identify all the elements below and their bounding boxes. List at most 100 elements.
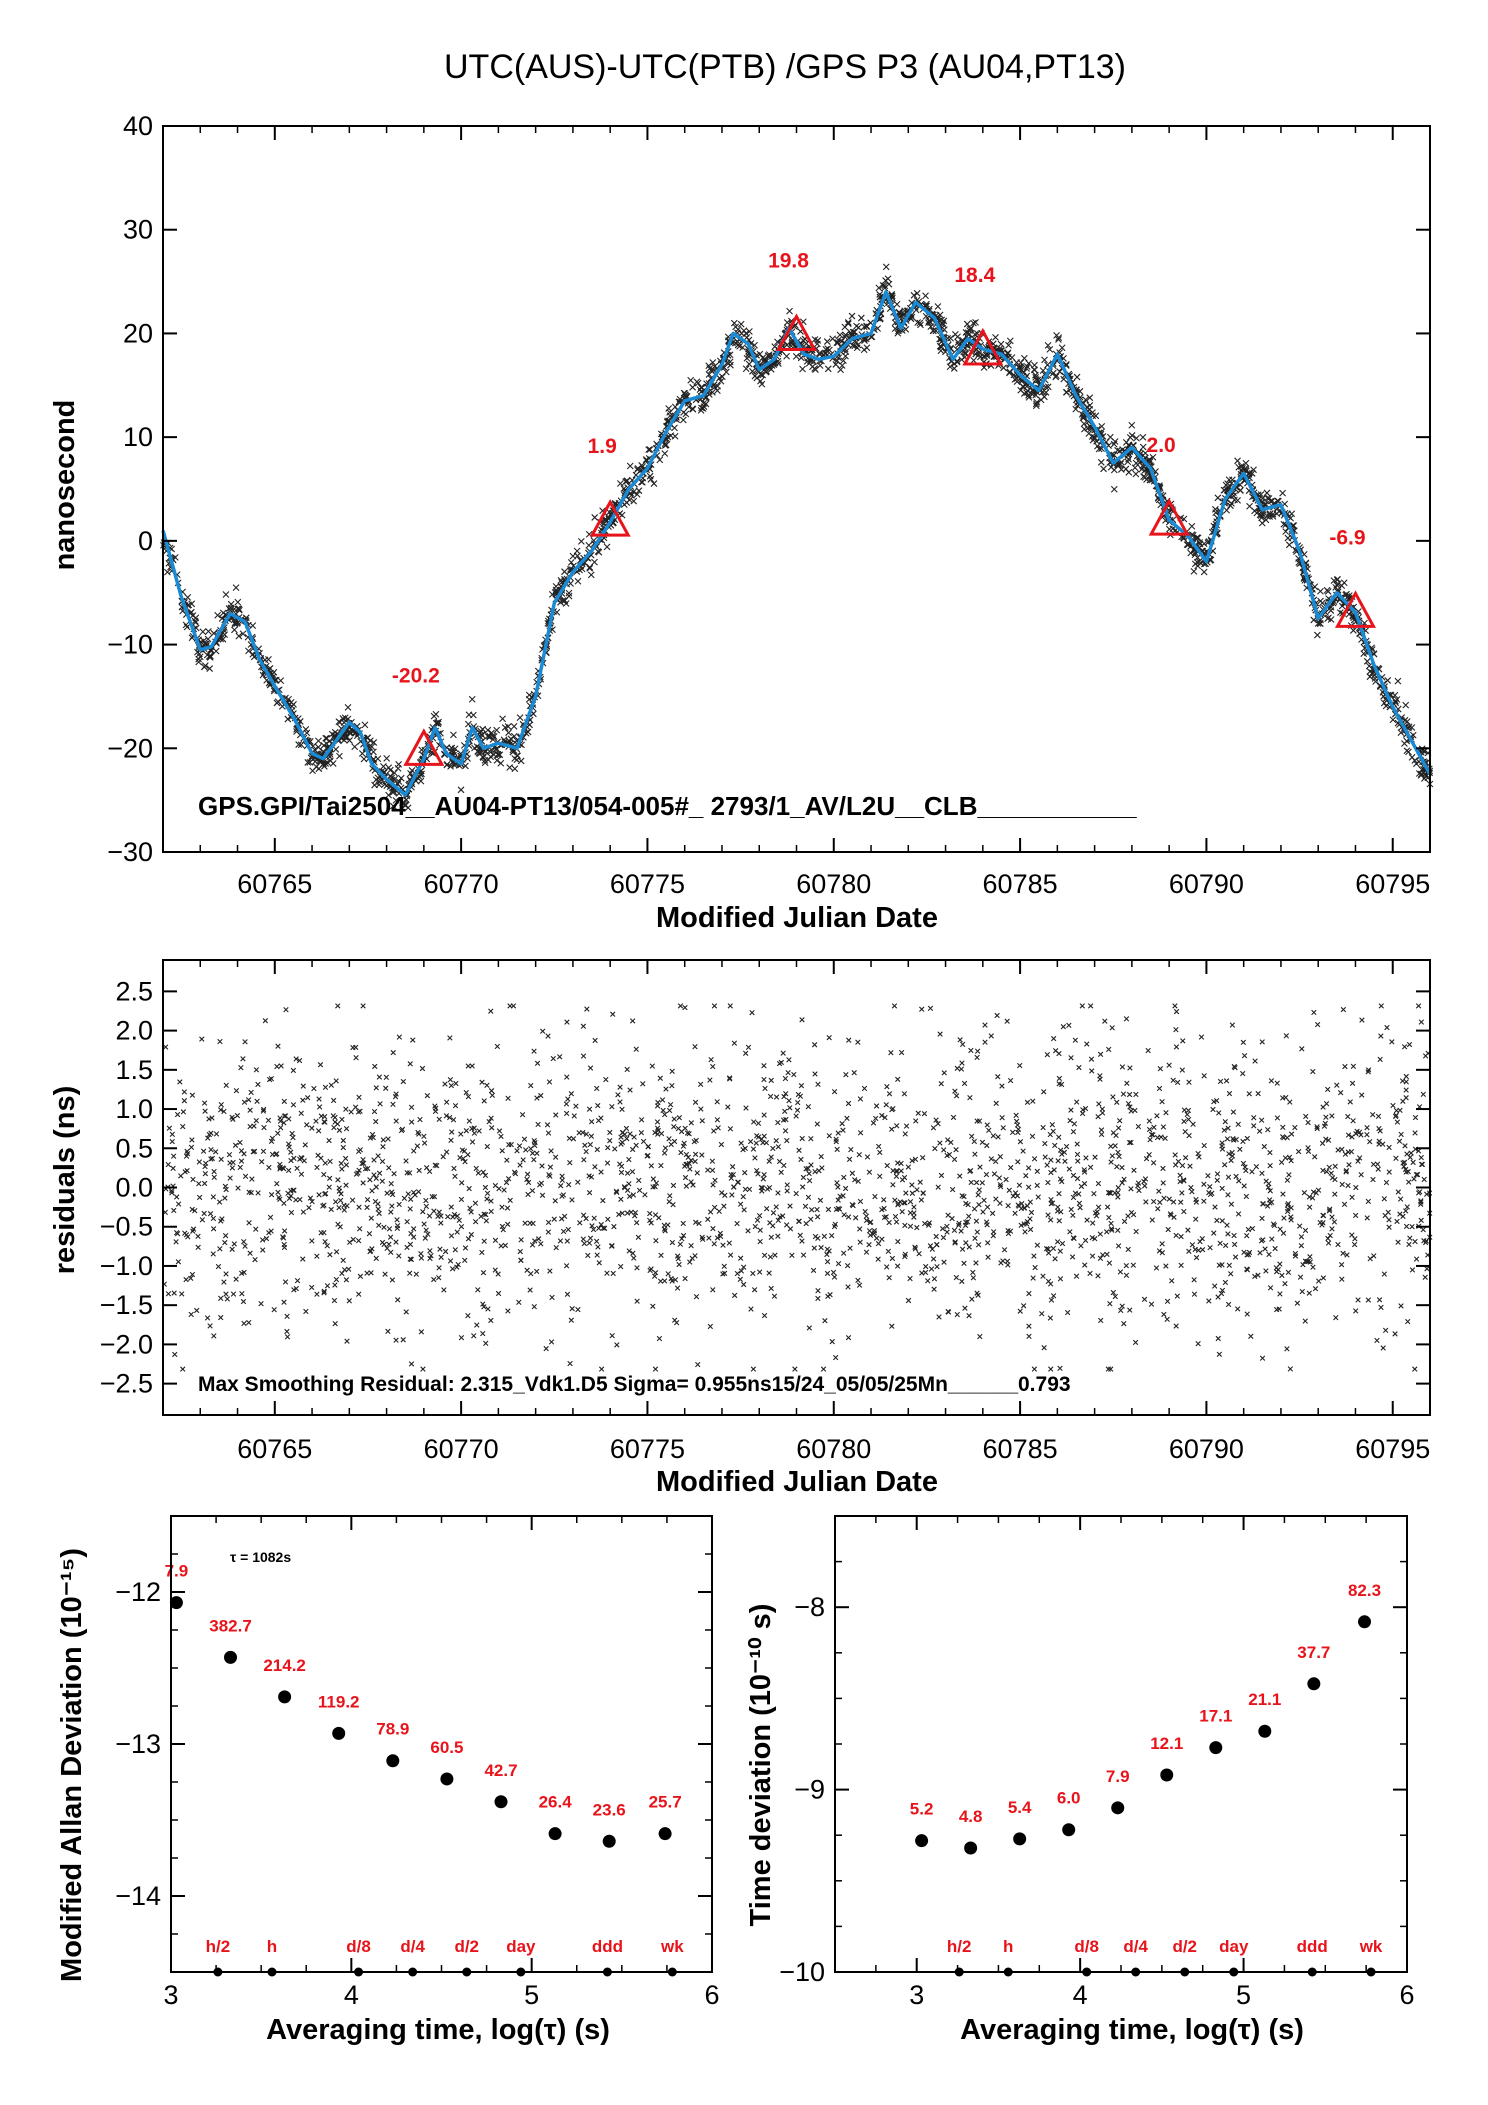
residual-point [645, 1152, 651, 1159]
residual-point [1092, 1154, 1098, 1160]
residual-point [1265, 1126, 1271, 1133]
residual-point [466, 1185, 472, 1192]
residual-point [1072, 1037, 1079, 1043]
top-data-point [997, 340, 1005, 348]
residual-point [1243, 1193, 1250, 1200]
top-data-point [726, 351, 734, 359]
residual-point [353, 1171, 360, 1177]
residual-point [954, 1065, 960, 1071]
residual-point [699, 1118, 705, 1124]
residual-point [678, 1128, 685, 1135]
residual-point [304, 1122, 310, 1128]
residual-point [1097, 1051, 1104, 1058]
residual-point [1349, 1194, 1355, 1200]
residual-point [748, 1306, 754, 1312]
residual-point [592, 1037, 598, 1044]
top-data-point [222, 591, 230, 598]
residual-point [1166, 1196, 1172, 1202]
top-data-point [351, 743, 359, 751]
residual-point [1030, 1098, 1036, 1104]
residual-point [284, 1334, 291, 1340]
residual-point [449, 1129, 455, 1135]
mdev-xtick-label: 5 [524, 1980, 539, 2010]
residual-point [1403, 1223, 1410, 1230]
top-data-point [206, 665, 214, 672]
residual-point [1042, 1140, 1048, 1147]
residual-point [182, 1169, 188, 1175]
residual-point [934, 1264, 940, 1270]
residual-point [1406, 1041, 1413, 1048]
residual-point [707, 1077, 713, 1083]
top-data-point [249, 650, 257, 658]
top-data-point [647, 475, 655, 483]
residual-point [389, 1277, 396, 1283]
residual-point [945, 1212, 951, 1218]
top-data-point [1317, 587, 1324, 595]
residual-point [1017, 1139, 1024, 1145]
residual-point [328, 1082, 335, 1088]
residual-point [563, 1110, 570, 1117]
residual-point [1420, 1227, 1426, 1233]
residual-point [298, 1110, 304, 1116]
residual-point [837, 1193, 843, 1199]
residual-point [875, 1240, 882, 1247]
top-data-point [394, 764, 402, 772]
residual-point [1323, 1168, 1330, 1175]
residual-point [543, 1345, 549, 1352]
top-data-point [1214, 494, 1222, 502]
top-data-point [1200, 568, 1208, 576]
top-data-point [971, 331, 979, 338]
residual-point [488, 1208, 494, 1215]
residual-point [222, 1232, 229, 1239]
residual-point [988, 1156, 994, 1162]
residual-point [1403, 1079, 1409, 1085]
top-data-point [970, 357, 978, 364]
residual-point [235, 1185, 241, 1191]
tdev-ytick-label: −10 [779, 1957, 825, 1987]
residual-point [170, 1165, 176, 1172]
residual-point [1159, 1241, 1165, 1247]
residual-point [454, 1264, 460, 1270]
residual-point [959, 1278, 965, 1285]
residual-point [407, 1206, 413, 1212]
residual-point [1161, 1311, 1167, 1318]
residual-point [1262, 1246, 1268, 1252]
residual-point [468, 1231, 475, 1238]
residual-point [1174, 1293, 1181, 1299]
residual-point [624, 1210, 631, 1216]
residual-point [1115, 1194, 1121, 1200]
residual-point [951, 1227, 958, 1233]
residual-point [961, 1260, 967, 1267]
top-data-point [585, 541, 593, 549]
tdev-point [1258, 1724, 1272, 1738]
residual-point [357, 1108, 363, 1114]
residual-point [1273, 1265, 1280, 1271]
residual-point [795, 1099, 801, 1106]
mdev-point-label: 382.7 [209, 1616, 252, 1635]
residual-point [482, 1184, 489, 1191]
residual-point [1090, 1220, 1096, 1226]
residual-point [654, 1103, 661, 1109]
tdev-point-label: 21.1 [1248, 1690, 1281, 1709]
residual-point [1266, 1180, 1272, 1187]
residual-point [757, 1227, 763, 1233]
residual-point [1075, 1158, 1081, 1164]
residual-point [645, 1144, 651, 1150]
top-data-point [1044, 341, 1052, 349]
top-data-point [824, 365, 832, 373]
tdev-point [1062, 1823, 1076, 1837]
residual-point [683, 1183, 690, 1189]
residual-point [902, 1222, 908, 1229]
residual-point [1402, 1143, 1408, 1149]
residual-point [525, 1191, 531, 1198]
residual-point [734, 1270, 741, 1277]
top-data-point [1098, 423, 1106, 430]
top-data-point [616, 480, 624, 487]
residual-point [169, 1190, 175, 1196]
residual-point [1050, 1245, 1057, 1252]
residual-point [609, 1104, 615, 1110]
residual-point [1295, 1148, 1302, 1155]
top-data-point [1259, 495, 1267, 502]
mdev-point [440, 1772, 454, 1786]
